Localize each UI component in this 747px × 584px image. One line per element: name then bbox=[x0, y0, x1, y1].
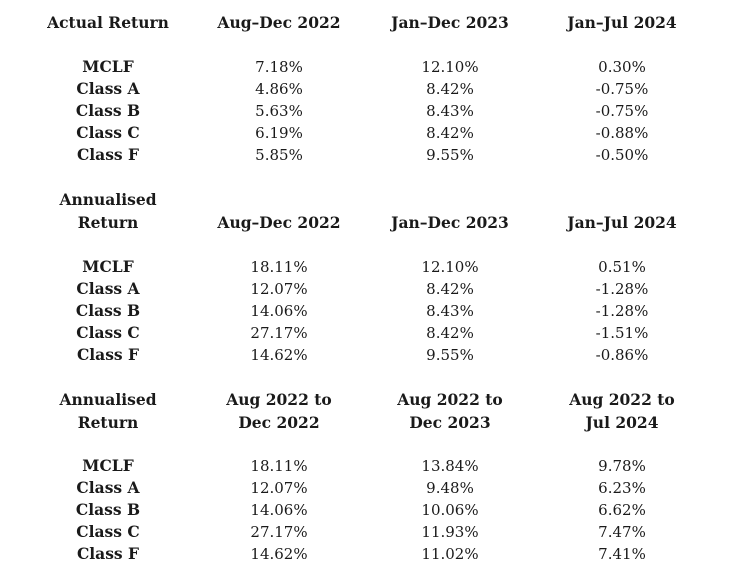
value-cell: 18.11% bbox=[250, 258, 308, 276]
column-header: Jan–Jul 2024 bbox=[567, 213, 677, 232]
value-cell: 12.07% bbox=[250, 280, 308, 298]
value-cell: -1.28% bbox=[595, 302, 649, 320]
row-label: Class B bbox=[75, 101, 141, 120]
row-label: Class F bbox=[76, 345, 140, 364]
value-cell: 11.93% bbox=[421, 523, 479, 541]
column-header: Aug 2022 to Jul 2024 bbox=[569, 390, 675, 432]
value-cell: 9.55% bbox=[426, 346, 474, 364]
value-cell: 12.10% bbox=[421, 258, 479, 276]
value-cell: 27.17% bbox=[250, 324, 308, 342]
row-label: MCLF bbox=[82, 57, 134, 76]
value-cell: -1.51% bbox=[595, 324, 649, 342]
value-cell: 5.85% bbox=[255, 146, 303, 164]
value-cell: 7.18% bbox=[255, 58, 303, 76]
row-label: Class C bbox=[76, 522, 140, 541]
value-cell: 14.06% bbox=[250, 501, 308, 519]
value-cell: 14.62% bbox=[250, 545, 308, 563]
value-cell: 6.23% bbox=[598, 479, 646, 497]
column-header: Jan–Dec 2023 bbox=[391, 13, 509, 32]
row-label: Class F bbox=[76, 544, 140, 563]
value-cell: 11.02% bbox=[421, 545, 479, 563]
value-cell: -0.50% bbox=[595, 146, 649, 164]
row-label: Class A bbox=[76, 79, 140, 98]
row-label: MCLF bbox=[82, 456, 134, 475]
value-cell: 7.41% bbox=[598, 545, 646, 563]
column-header: Aug 2022 to Dec 2023 bbox=[397, 390, 503, 432]
column-header: Aug–Dec 2022 bbox=[217, 213, 341, 232]
value-cell: 7.47% bbox=[598, 523, 646, 541]
value-cell: 0.30% bbox=[598, 58, 646, 76]
value-cell: 14.06% bbox=[250, 302, 308, 320]
value-cell: 8.42% bbox=[426, 324, 474, 342]
row-label: Class A bbox=[76, 279, 140, 298]
column-header: Jan–Jul 2024 bbox=[567, 13, 677, 32]
value-cell: 12.07% bbox=[250, 479, 308, 497]
row-label: Class C bbox=[76, 123, 140, 142]
value-cell: 0.51% bbox=[598, 258, 646, 276]
value-cell: 8.43% bbox=[426, 102, 474, 120]
value-cell: 18.11% bbox=[250, 457, 308, 475]
value-cell: 6.19% bbox=[255, 124, 303, 142]
value-cell: 6.62% bbox=[598, 501, 646, 519]
section-label: Annualised Return bbox=[59, 190, 157, 232]
value-cell: -0.88% bbox=[595, 124, 649, 142]
value-cell: -0.75% bbox=[595, 80, 649, 98]
value-cell: 5.63% bbox=[255, 102, 303, 120]
column-header: Jan–Dec 2023 bbox=[391, 213, 509, 232]
value-cell: 12.10% bbox=[421, 58, 479, 76]
value-cell: 4.86% bbox=[255, 80, 303, 98]
row-label: Class B bbox=[75, 500, 141, 519]
value-cell: 8.42% bbox=[426, 80, 474, 98]
column-header: Aug–Dec 2022 bbox=[217, 13, 341, 32]
value-cell: -1.28% bbox=[595, 280, 649, 298]
value-cell: 10.06% bbox=[421, 501, 479, 519]
value-cell: 9.55% bbox=[426, 146, 474, 164]
value-cell: 9.78% bbox=[598, 457, 646, 475]
value-cell: 8.43% bbox=[426, 302, 474, 320]
value-cell: 8.42% bbox=[426, 124, 474, 142]
section-label: Annualised Return bbox=[59, 390, 157, 432]
column-header: Aug 2022 to Dec 2022 bbox=[226, 390, 332, 432]
row-label: Class F bbox=[76, 145, 140, 164]
row-label: Class C bbox=[76, 323, 140, 342]
value-cell: 13.84% bbox=[421, 457, 479, 475]
section-label: Actual Return bbox=[47, 13, 169, 32]
value-cell: -0.86% bbox=[595, 346, 649, 364]
value-cell: -0.75% bbox=[595, 102, 649, 120]
value-cell: 14.62% bbox=[250, 346, 308, 364]
value-cell: 9.48% bbox=[426, 479, 474, 497]
value-cell: 27.17% bbox=[250, 523, 308, 541]
value-cell: 8.42% bbox=[426, 280, 474, 298]
row-label: MCLF bbox=[82, 257, 134, 276]
row-label: Class A bbox=[76, 478, 140, 497]
row-label: Class B bbox=[75, 301, 141, 320]
